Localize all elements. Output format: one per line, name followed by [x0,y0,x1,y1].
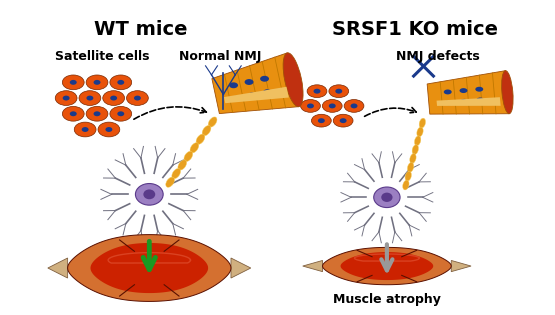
Ellipse shape [105,127,112,132]
Ellipse shape [229,82,238,88]
Ellipse shape [79,91,101,106]
Ellipse shape [117,80,124,85]
Ellipse shape [260,76,269,82]
Ellipse shape [417,127,423,137]
Ellipse shape [82,127,89,132]
Ellipse shape [127,91,148,106]
Ellipse shape [403,180,409,190]
Ellipse shape [405,171,411,181]
Text: SRSF1 KO mice: SRSF1 KO mice [332,20,498,39]
Text: Normal NMJ: Normal NMJ [179,50,262,63]
Ellipse shape [311,114,331,127]
Ellipse shape [245,79,254,85]
Polygon shape [437,97,501,106]
Polygon shape [451,261,471,272]
Polygon shape [322,247,451,285]
Polygon shape [302,261,322,272]
Ellipse shape [248,93,256,98]
Ellipse shape [208,117,217,127]
Ellipse shape [63,96,69,100]
Ellipse shape [196,134,205,144]
Ellipse shape [62,75,84,90]
Ellipse shape [86,106,108,121]
Ellipse shape [410,153,416,163]
Ellipse shape [74,122,96,137]
Ellipse shape [135,184,163,205]
Ellipse shape [62,106,84,121]
Ellipse shape [318,118,325,123]
Ellipse shape [202,125,211,136]
Text: Satellite cells: Satellite cells [54,50,149,63]
Ellipse shape [460,88,467,93]
Ellipse shape [56,91,77,106]
Ellipse shape [143,189,155,199]
Ellipse shape [502,71,513,114]
Ellipse shape [172,169,180,179]
Polygon shape [90,243,208,293]
Polygon shape [212,53,299,114]
Ellipse shape [110,106,132,121]
Ellipse shape [70,80,77,85]
Ellipse shape [283,53,303,107]
Ellipse shape [419,118,426,128]
Text: Muscle atrophy: Muscle atrophy [333,293,441,306]
Ellipse shape [190,143,199,153]
Ellipse shape [232,96,241,102]
Ellipse shape [412,145,418,155]
Ellipse shape [307,103,314,108]
Polygon shape [48,258,68,278]
Ellipse shape [307,85,327,98]
Ellipse shape [117,111,124,116]
Polygon shape [341,252,433,280]
Ellipse shape [94,80,100,85]
Ellipse shape [263,89,272,95]
Ellipse shape [98,122,120,137]
Polygon shape [68,235,231,301]
Ellipse shape [166,177,174,187]
Ellipse shape [184,151,193,162]
Ellipse shape [86,75,108,90]
Ellipse shape [461,99,468,104]
Ellipse shape [415,136,421,146]
Ellipse shape [301,100,320,112]
Ellipse shape [134,96,141,100]
Ellipse shape [333,114,353,127]
Polygon shape [427,71,509,114]
Ellipse shape [374,187,400,208]
Ellipse shape [340,118,347,123]
Ellipse shape [103,91,124,106]
Ellipse shape [329,85,349,98]
Ellipse shape [94,111,100,116]
Ellipse shape [444,89,452,94]
Ellipse shape [445,100,453,105]
Ellipse shape [110,96,117,100]
Ellipse shape [178,160,186,170]
Ellipse shape [475,87,483,92]
Polygon shape [231,258,251,278]
Ellipse shape [351,103,357,108]
Ellipse shape [381,192,392,202]
Ellipse shape [329,103,336,108]
Ellipse shape [87,96,93,100]
Ellipse shape [407,163,414,172]
Ellipse shape [322,100,342,112]
Text: WT mice: WT mice [94,20,187,39]
Ellipse shape [314,89,320,94]
Ellipse shape [335,89,342,94]
Ellipse shape [344,100,364,112]
Polygon shape [224,87,289,103]
Ellipse shape [70,111,77,116]
Text: NMJ defects: NMJ defects [396,50,480,63]
Ellipse shape [476,98,484,102]
Ellipse shape [110,75,132,90]
